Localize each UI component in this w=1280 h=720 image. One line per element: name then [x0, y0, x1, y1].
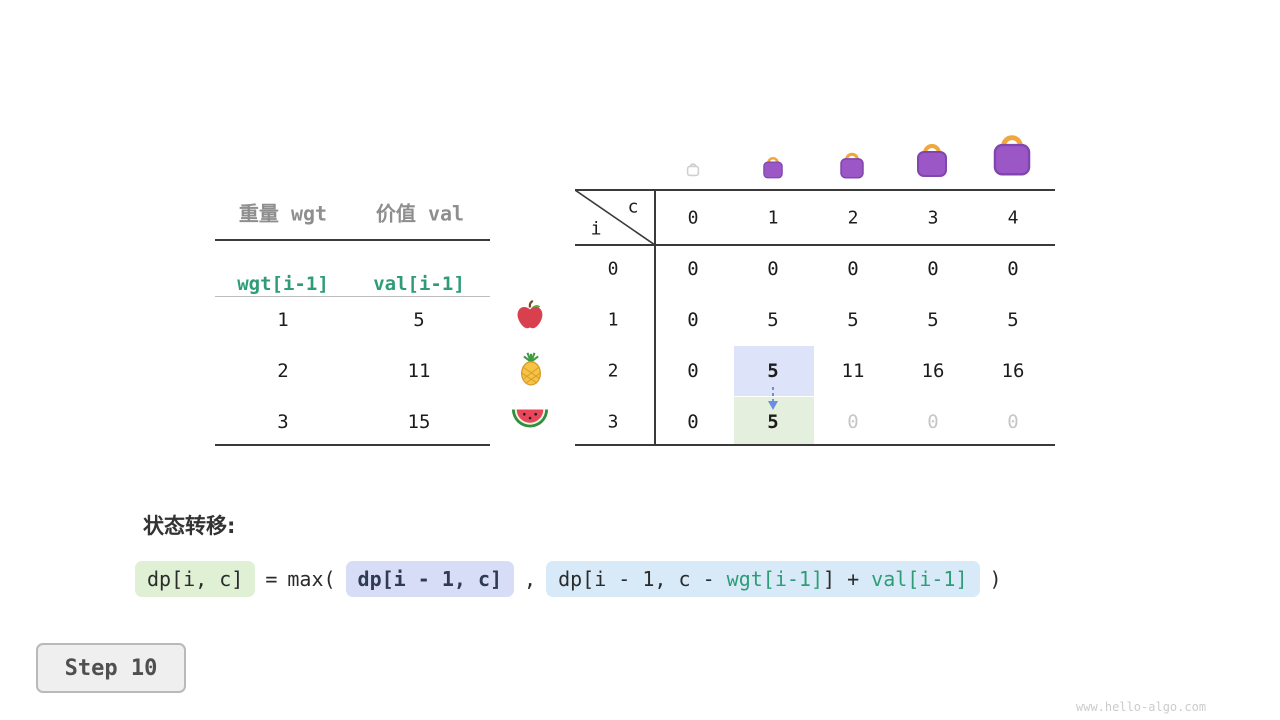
bag-icon-xlarge: [986, 128, 1038, 188]
dp-cell: 0: [1007, 411, 1019, 433]
apple-icon: [513, 299, 547, 337]
dp-cell: 0: [687, 258, 699, 280]
dp-cell: 0: [847, 411, 859, 433]
dp-col-header: 0: [687, 207, 699, 229]
formula-arg2-plus: ] +: [823, 567, 872, 591]
bag-icon-small: [760, 153, 786, 187]
formula-max-open: max(: [287, 567, 336, 591]
dp-cell: 5: [847, 309, 859, 331]
dp-cell: 0: [927, 411, 939, 433]
formula-arg2: dp[i - 1, c - wgt[i-1]] + val[i-1]: [546, 561, 980, 597]
empty-bag-icon: [684, 159, 702, 185]
dp-cell-target: 5: [767, 411, 779, 433]
dp-col-header: 2: [847, 207, 859, 229]
dp-cell: 5: [1007, 309, 1019, 331]
transition-arrow: [768, 387, 778, 410]
dp-cell: 0: [847, 258, 859, 280]
formula-arg2-val: val[i-1]: [871, 567, 968, 591]
dp-cell: 0: [687, 360, 699, 382]
dp-row-header: 0: [607, 258, 619, 280]
formula-equals: =: [265, 567, 278, 591]
dp-cell: 16: [921, 360, 945, 382]
dp-cell: 16: [1001, 360, 1025, 382]
dp-cell: 5: [767, 309, 779, 331]
formula-comma: ,: [524, 567, 537, 591]
weight-column-header: 重量 wgt: [238, 201, 328, 226]
dp-cell: 0: [767, 258, 779, 280]
dp-cell: 0: [1007, 258, 1019, 280]
dp-cell: 11: [841, 360, 865, 382]
dp-cell: 0: [927, 258, 939, 280]
dp-row-header: 3: [607, 411, 619, 433]
table-border: [215, 444, 490, 446]
item-value: 5: [413, 309, 425, 331]
dp-col-header: 4: [1007, 207, 1019, 229]
dp-row-header: 1: [607, 309, 619, 331]
weight-var-label: wgt[i-1]: [237, 273, 329, 295]
transition-label: 状态转移:: [143, 514, 236, 538]
dp-cell: 0: [687, 411, 699, 433]
formula-arg2-wgt: wgt[i-1]: [726, 567, 823, 591]
bag-icon-medium: [836, 148, 868, 188]
dp-row-header: 2: [607, 360, 619, 382]
pineapple-icon: [515, 349, 547, 391]
table-border: [654, 189, 656, 446]
watermelon-icon: [511, 406, 549, 436]
formula-arg2-dp: dp[i - 1, c -: [558, 567, 727, 591]
formula-lhs: dp[i, c]: [135, 561, 256, 597]
watermark: www.hello-algo.com: [1076, 700, 1207, 714]
item-weight: 3: [277, 411, 289, 433]
value-column-header: 价值 val: [375, 201, 465, 226]
corner-diagonal: [575, 190, 655, 245]
table-border: [575, 444, 1055, 446]
dp-cell: 0: [687, 309, 699, 331]
dp-cell-source: 5: [767, 360, 779, 382]
corner-col-var: c: [627, 196, 639, 218]
dp-col-header: 1: [767, 207, 779, 229]
formula-close-paren: ): [989, 567, 1002, 591]
table-border: [215, 239, 490, 241]
item-weight: 1: [277, 309, 289, 331]
item-weight: 2: [277, 360, 289, 382]
formula-arg1: dp[i - 1, c]: [345, 561, 515, 597]
value-var-label: val[i-1]: [373, 273, 465, 295]
table-border: [575, 244, 1055, 246]
step-badge: Step 10: [36, 643, 186, 693]
bag-icon-large: [911, 138, 953, 188]
item-value: 11: [407, 360, 431, 382]
item-value: 15: [407, 411, 431, 433]
dp-cell: 5: [927, 309, 939, 331]
table-border: [575, 189, 1055, 191]
table-border: [215, 296, 490, 297]
transition-formula: dp[i, c] = max( dp[i - 1, c] , dp[i - 1,…: [135, 561, 1002, 597]
dp-col-header: 3: [927, 207, 939, 229]
corner-row-var: i: [590, 218, 602, 240]
